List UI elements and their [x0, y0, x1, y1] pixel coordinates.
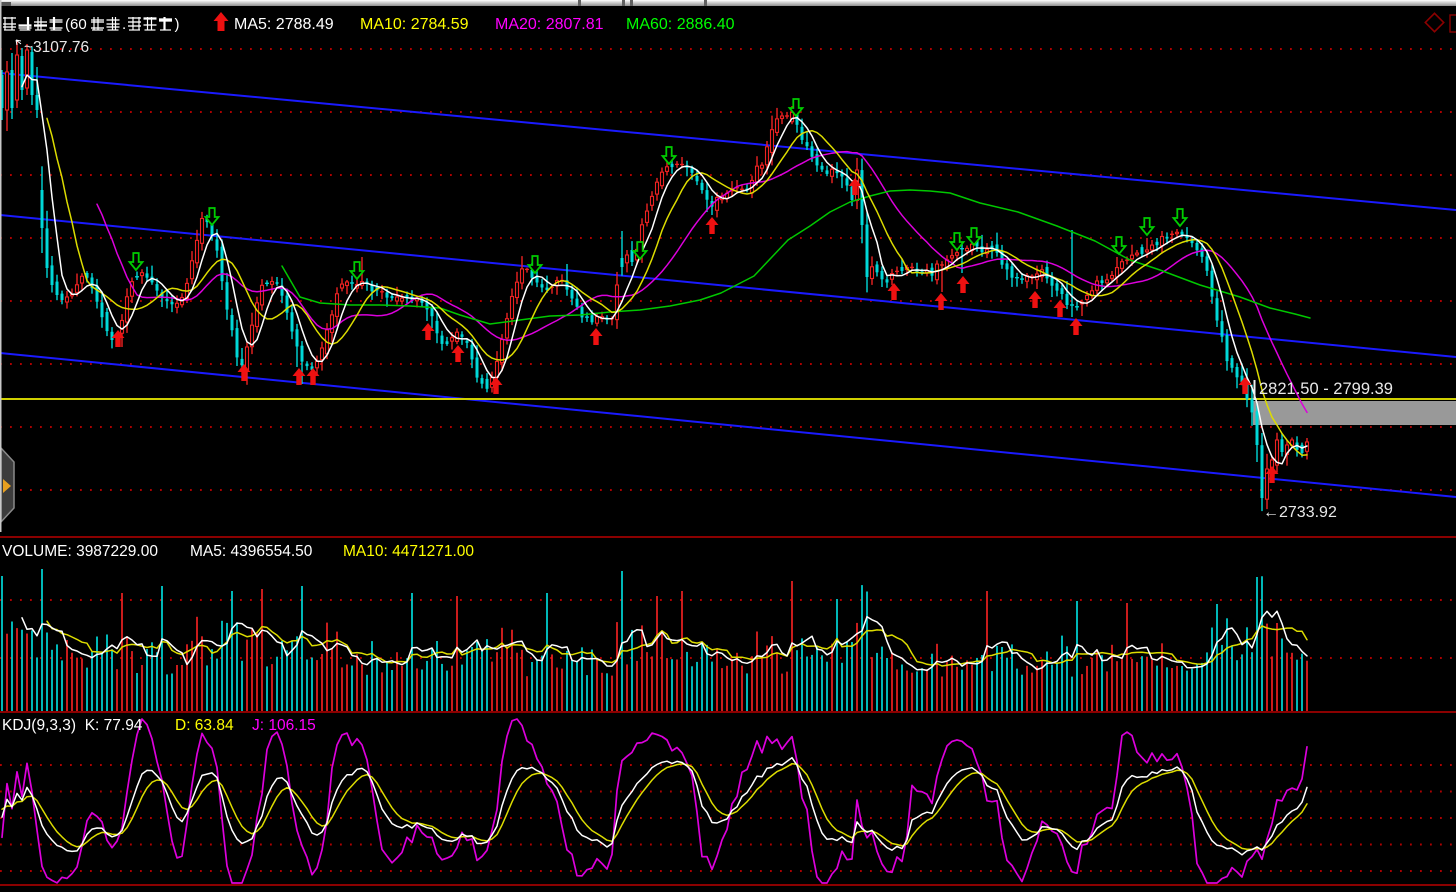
- svg-text:←2733.92: ←2733.92: [1263, 504, 1337, 521]
- svg-text:MA10: 2784.59: MA10: 2784.59: [360, 16, 469, 33]
- svg-text:MA5: 4396554.50: MA5: 4396554.50: [190, 543, 313, 560]
- svg-text:.: .: [122, 16, 126, 33]
- svg-text:): ): [175, 16, 180, 33]
- svg-text:MA60: 2886.40: MA60: 2886.40: [626, 16, 735, 33]
- svg-text:KDJ(9,3,3) K: 77.94: KDJ(9,3,3) K: 77.94: [2, 717, 143, 734]
- svg-text:(60: (60: [65, 16, 87, 33]
- svg-text:D: 63.84: D: 63.84: [175, 717, 234, 734]
- svg-text:MA10: 4471271.00: MA10: 4471271.00: [343, 543, 474, 560]
- svg-text:2821.50 - 2799.39: 2821.50 - 2799.39: [1259, 380, 1393, 398]
- svg-text:VOLUME: 3987229.00: VOLUME: 3987229.00: [2, 543, 158, 560]
- svg-text:J: 106.15: J: 106.15: [252, 717, 316, 734]
- svg-text:MA5: 2788.49: MA5: 2788.49: [234, 16, 334, 33]
- svg-text:~3107.76: ~3107.76: [24, 39, 89, 56]
- svg-text:MA20: 2807.81: MA20: 2807.81: [495, 16, 604, 33]
